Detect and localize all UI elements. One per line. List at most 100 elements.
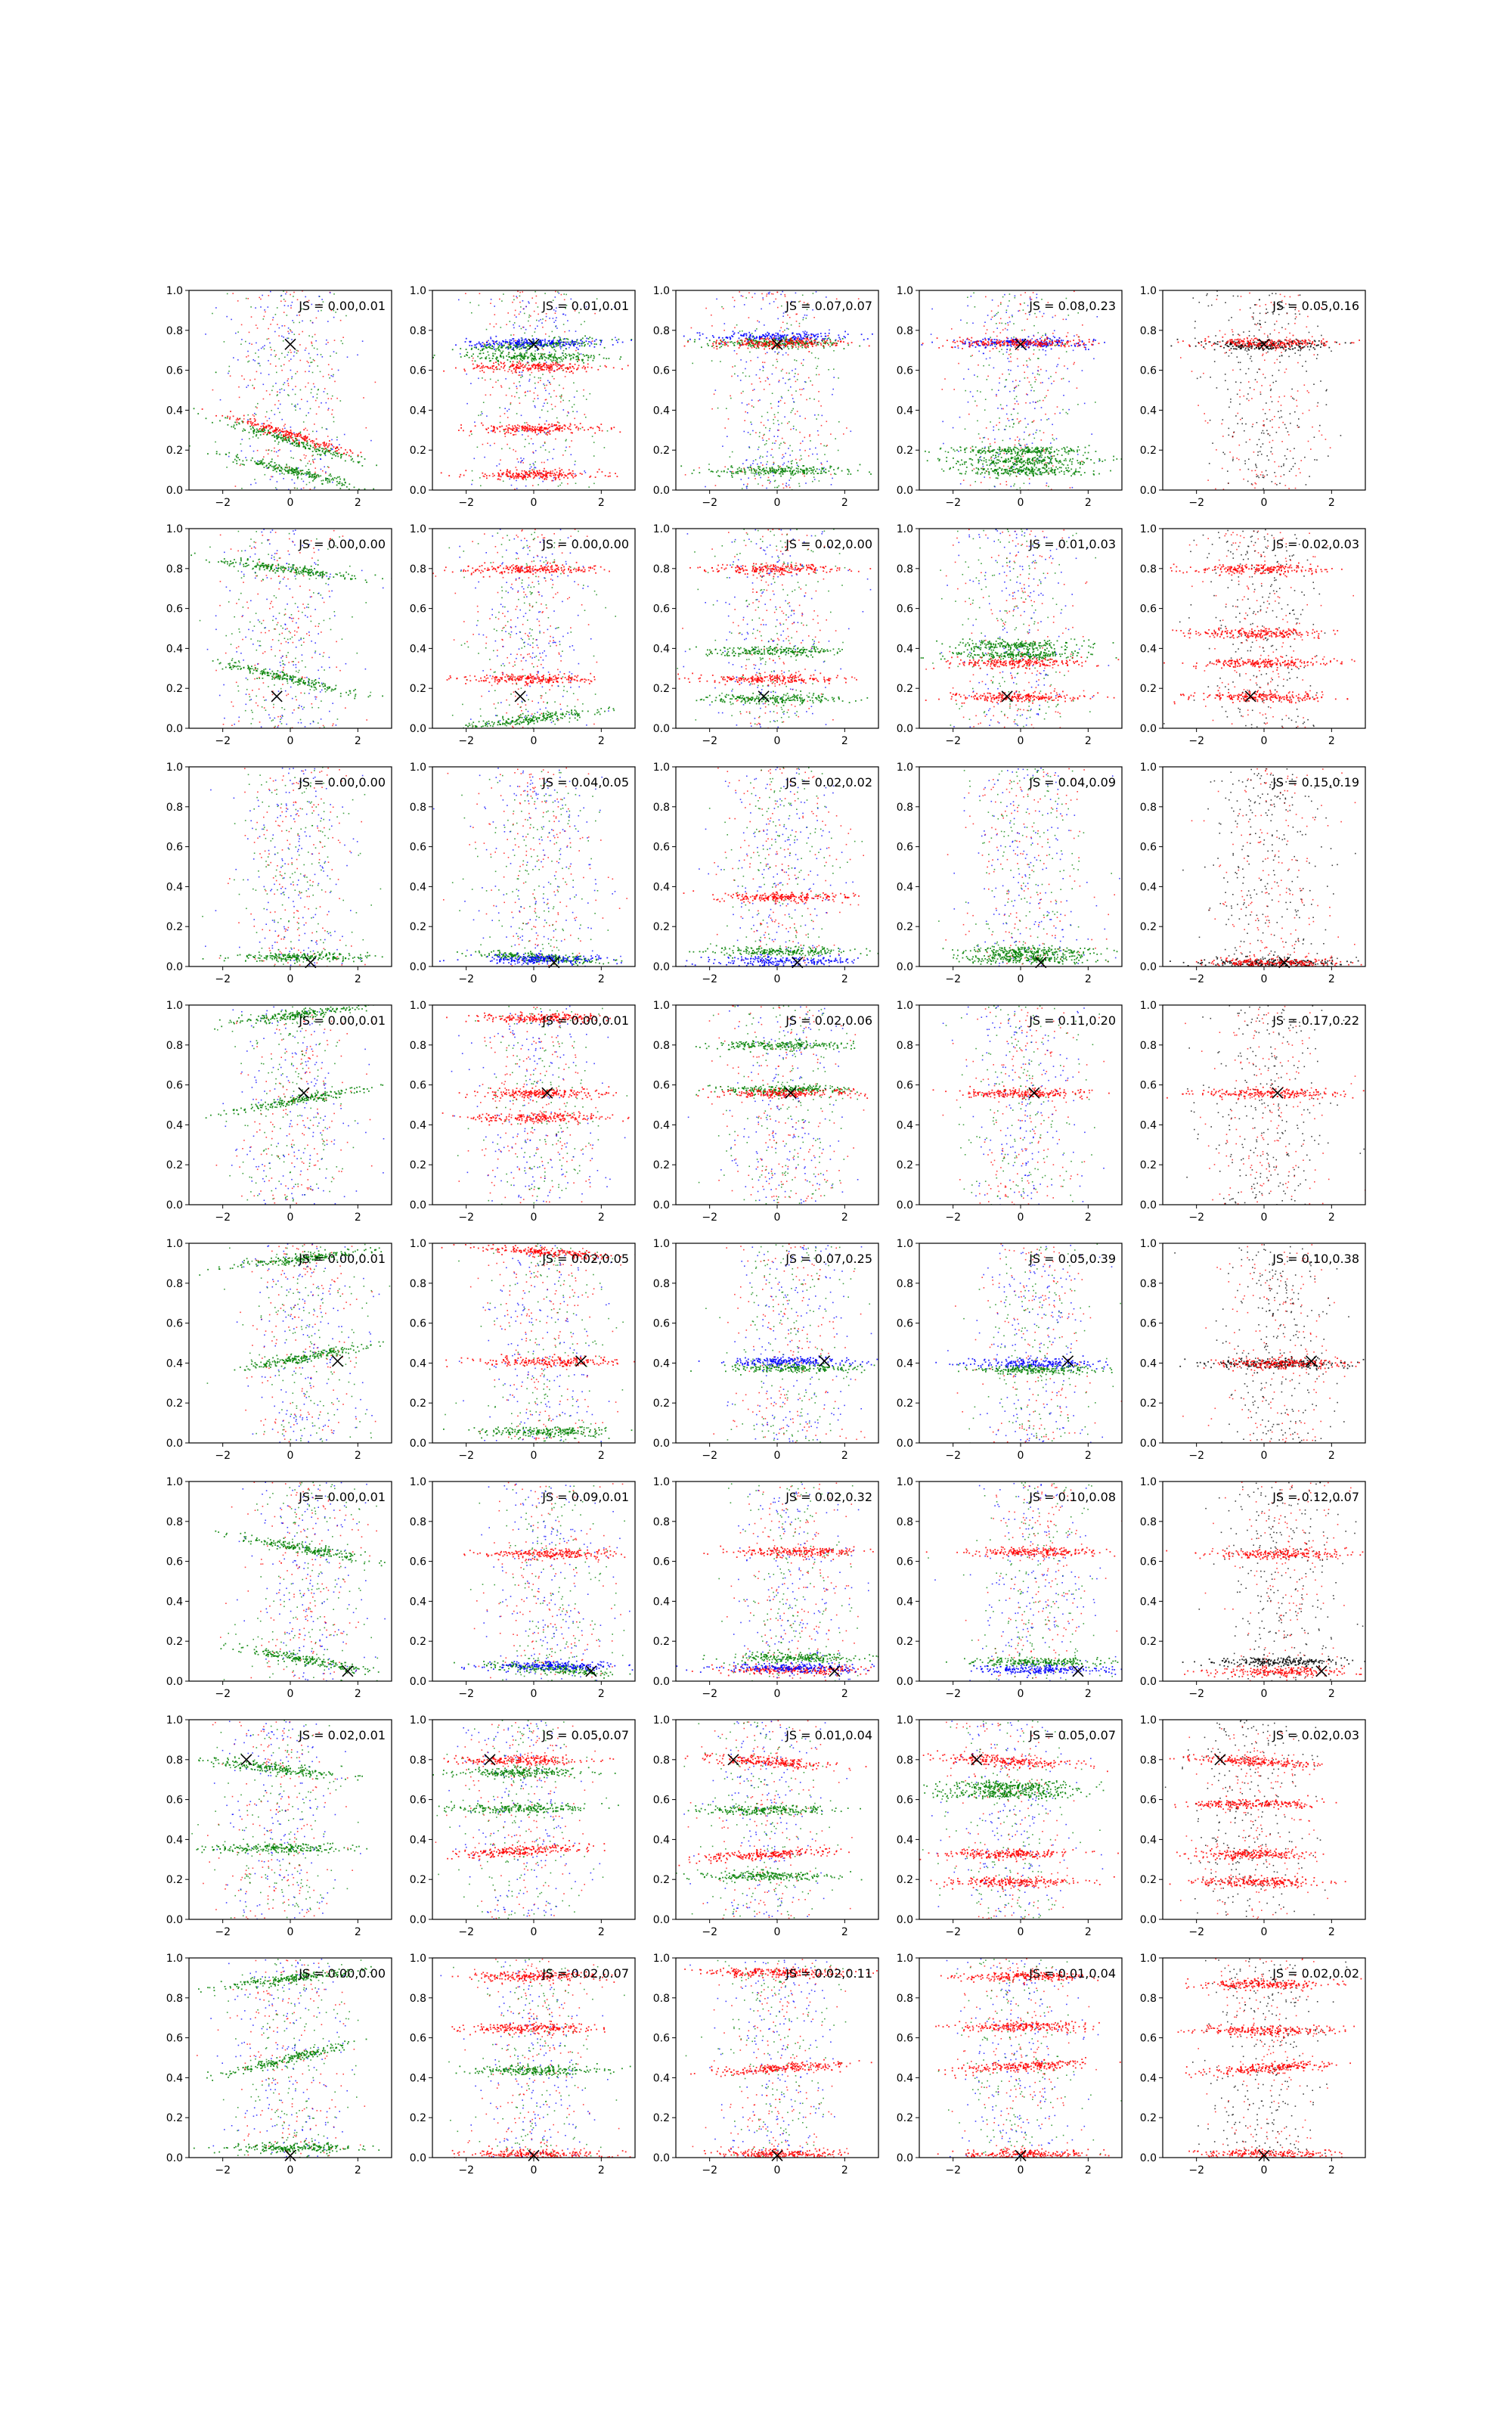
scatter-point <box>565 439 567 441</box>
band-point <box>752 345 754 347</box>
scatter-point <box>1076 387 1078 389</box>
band-point <box>465 470 467 472</box>
band-point <box>566 341 568 343</box>
band-point <box>538 341 540 343</box>
scatter-point <box>1033 324 1035 327</box>
band-point <box>538 429 541 431</box>
scatter-point <box>784 296 786 297</box>
scatter-point <box>1015 396 1018 398</box>
band-point <box>509 470 511 472</box>
band-point <box>250 459 253 461</box>
scatter-point <box>785 301 788 303</box>
band-point <box>569 429 572 430</box>
band-point <box>559 473 560 474</box>
band-point <box>531 355 534 356</box>
scatter-point <box>784 329 785 331</box>
scatter-point <box>311 361 313 363</box>
scatter-point <box>751 467 752 470</box>
band-point <box>268 467 270 468</box>
scatter-point <box>562 387 565 389</box>
scatter-point <box>1011 337 1012 339</box>
scatter-point <box>260 347 262 349</box>
band-point <box>590 343 593 345</box>
band-point <box>491 358 494 359</box>
scatter-point <box>731 451 733 453</box>
scatter-point <box>788 461 789 463</box>
band-point <box>755 347 758 349</box>
band-point <box>506 346 508 349</box>
band-point <box>582 342 584 344</box>
band-point <box>259 430 262 433</box>
scatter-point <box>319 454 321 455</box>
band-point <box>779 340 781 342</box>
band-point <box>532 342 534 344</box>
band-point <box>701 346 702 349</box>
scatter-point <box>788 448 789 449</box>
band-point <box>547 432 548 433</box>
band-point <box>557 342 559 344</box>
scatter-point <box>1044 396 1046 399</box>
scatter-point <box>732 296 734 299</box>
scatter-point <box>485 394 487 396</box>
scatter-point <box>539 342 541 344</box>
band-point <box>339 488 342 489</box>
band-point <box>716 340 717 342</box>
scatter-point <box>999 332 1002 334</box>
band-point <box>275 428 277 430</box>
band-point <box>773 471 775 473</box>
band-point <box>544 355 546 358</box>
band-point <box>733 332 736 334</box>
scatter-point <box>1020 447 1022 449</box>
scatter-point <box>534 387 536 389</box>
scatter-point <box>773 414 776 416</box>
band-point <box>550 425 553 427</box>
scatter-point <box>769 291 770 293</box>
scatter-point <box>757 320 758 322</box>
band-point <box>482 342 484 343</box>
scatter-point <box>751 405 753 407</box>
band-point <box>551 368 553 369</box>
band-point <box>587 363 589 365</box>
scatter-point <box>240 450 243 452</box>
band-point <box>256 428 258 430</box>
scatter-point <box>240 443 242 445</box>
band-point <box>524 477 526 479</box>
band-point <box>500 362 503 365</box>
band-point <box>584 367 586 368</box>
scatter-point <box>274 404 276 405</box>
band-point <box>564 338 565 340</box>
band-point <box>538 361 541 364</box>
scatter-point <box>1024 329 1026 331</box>
scatter-point <box>1004 429 1006 430</box>
band-point <box>510 361 511 363</box>
scatter-point <box>219 399 222 401</box>
band-point <box>492 473 494 475</box>
scatter-point <box>274 447 275 449</box>
scatter-point <box>1007 465 1009 467</box>
band-point <box>255 424 256 426</box>
band-point <box>488 357 491 359</box>
scatter-point <box>327 374 330 376</box>
band-point <box>311 473 313 476</box>
band-point <box>518 368 520 369</box>
scatter-point <box>518 430 519 433</box>
band-point <box>538 358 541 360</box>
scatter-point <box>1043 312 1045 315</box>
band-point <box>778 346 780 349</box>
band-point <box>550 365 551 367</box>
scatter-point <box>1018 442 1020 445</box>
band-point <box>550 475 552 477</box>
scatter-point <box>555 438 556 440</box>
band-point <box>538 344 541 346</box>
band-point <box>558 475 560 477</box>
scatter-point <box>816 453 818 455</box>
scatter-point <box>1009 467 1010 469</box>
band-point <box>481 344 483 346</box>
band-point <box>543 345 544 347</box>
band-point <box>598 468 600 470</box>
band-point <box>518 427 520 430</box>
scatter-point <box>769 427 771 430</box>
scatter-point <box>513 434 515 436</box>
scatter-point <box>785 382 786 384</box>
